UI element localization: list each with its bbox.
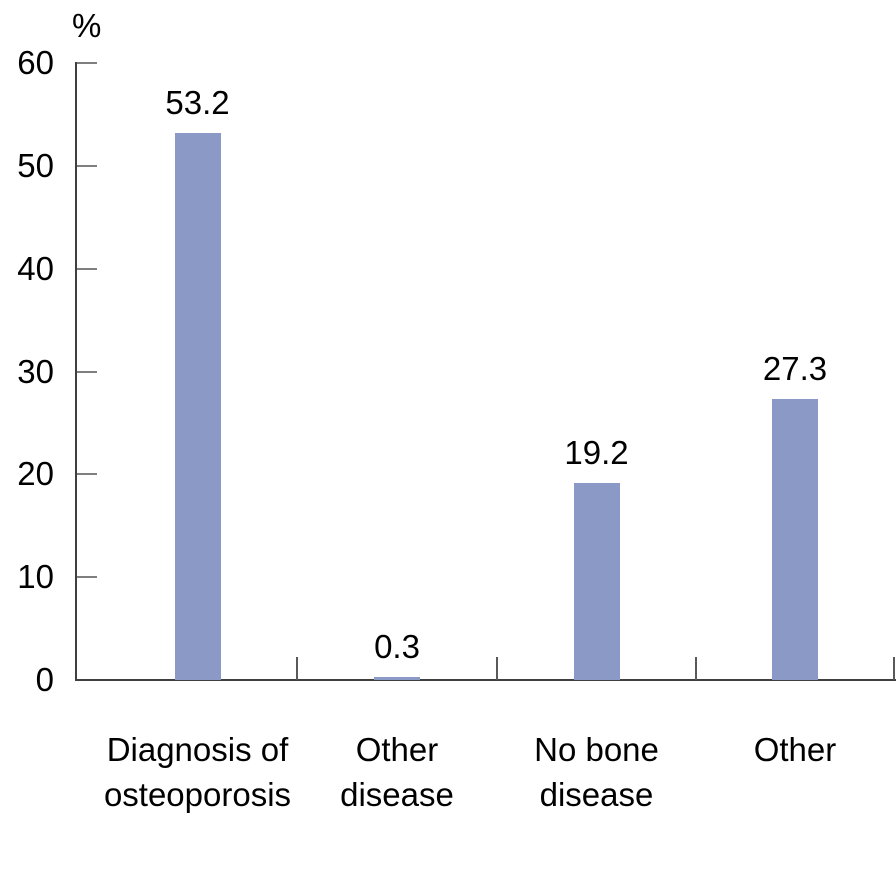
category-label: Diagnosis of osteoporosis xyxy=(103,731,292,813)
bar xyxy=(174,132,221,680)
bar xyxy=(772,399,818,680)
bar xyxy=(374,676,420,680)
y-axis-tick-label: 20 xyxy=(17,455,54,493)
y-axis-tick-label: 50 xyxy=(17,146,54,184)
category-label: Other xyxy=(753,731,837,768)
y-axis-tick-label: 30 xyxy=(17,352,54,390)
y-axis-unit-label: % xyxy=(72,7,102,44)
y-axis-tick xyxy=(77,473,97,476)
bar xyxy=(573,482,620,680)
category-label: No bone disease xyxy=(534,731,659,813)
y-axis-tick-label: 0 xyxy=(35,661,54,698)
x-axis-tick xyxy=(893,657,895,680)
y-axis-tick xyxy=(77,576,97,579)
x-axis-tick xyxy=(695,657,697,680)
y-axis-tick-label: 60 xyxy=(17,44,54,81)
bar-value-label: 53.2 xyxy=(165,83,230,121)
y-axis-tick xyxy=(77,62,97,64)
y-axis-tick xyxy=(77,164,97,167)
category-label: Other disease xyxy=(340,731,454,813)
bar-value-label: 0.3 xyxy=(374,627,420,665)
x-axis-line xyxy=(75,679,896,681)
bar-value-label: 19.2 xyxy=(564,433,629,471)
y-axis-tick-label: 40 xyxy=(17,249,54,287)
y-axis-tick xyxy=(77,370,97,373)
y-axis-tick-label: 10 xyxy=(17,558,54,596)
x-axis-tick xyxy=(296,657,298,680)
y-axis-tick xyxy=(77,267,97,270)
y-axis-line xyxy=(75,62,77,681)
bar-value-label: 27.3 xyxy=(762,350,828,388)
x-axis-tick xyxy=(496,657,498,680)
